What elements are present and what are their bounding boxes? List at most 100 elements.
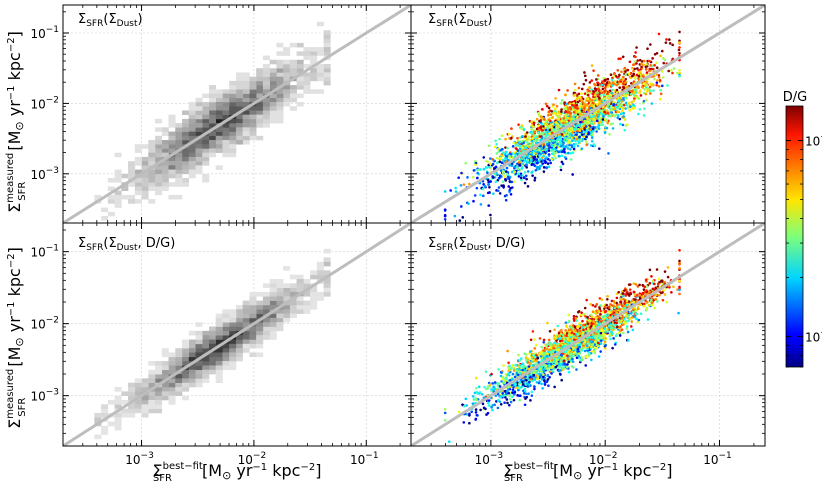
density-bin: [249, 300, 257, 306]
data-point: [619, 122, 622, 126]
data-point: [564, 107, 568, 111]
density-bin: [181, 369, 190, 375]
density-bin: [155, 182, 163, 187]
data-point: [475, 186, 479, 190]
density-bin: [283, 287, 291, 293]
density-bin: [202, 339, 210, 345]
data-point: [495, 152, 499, 155]
data-point: [576, 100, 580, 104]
data-point: [661, 57, 665, 60]
density-bin: [128, 169, 136, 175]
density-bin: [114, 387, 122, 392]
data-point: [540, 382, 543, 386]
density-bin: [161, 127, 169, 132]
data-point: [557, 118, 561, 121]
data-point: [569, 119, 573, 122]
data-point: [459, 184, 463, 187]
data-point: [628, 60, 632, 64]
data-point: [479, 193, 482, 197]
density-bin: [202, 348, 210, 353]
data-point: [624, 77, 628, 81]
data-point: [635, 96, 638, 99]
data-point: [552, 103, 555, 106]
data-point: [661, 76, 665, 79]
data-point: [619, 96, 623, 100]
density-bin: [208, 97, 217, 103]
data-point: [595, 98, 599, 102]
data-point: [507, 185, 511, 188]
density-bin: [188, 352, 196, 358]
data-point: [559, 165, 562, 169]
data-point: [576, 144, 580, 148]
density-bin: [168, 114, 176, 120]
data-point: [630, 100, 634, 104]
density-bin: [229, 127, 237, 132]
density-bin: [101, 425, 109, 431]
density-bin: [276, 93, 284, 99]
data-point: [621, 82, 625, 86]
density-bin: [215, 378, 223, 384]
density-bin: [222, 313, 230, 319]
data-point: [507, 403, 511, 407]
density-bin: [107, 211, 115, 217]
density-bin: [134, 378, 142, 384]
data-point: [486, 191, 490, 195]
data-point: [585, 122, 589, 126]
data-point: [675, 71, 679, 75]
density-bin: [323, 38, 331, 44]
density-bin: [235, 131, 243, 137]
data-point: [485, 159, 488, 163]
density-bin: [323, 47, 331, 52]
data-point: [622, 331, 625, 335]
density-bin: [283, 266, 291, 271]
data-point: [584, 125, 588, 128]
density-bin: [289, 42, 297, 48]
density-bin: [229, 148, 237, 153]
data-point: [509, 400, 513, 404]
data-point: [609, 110, 613, 114]
data-point: [605, 119, 608, 122]
data-point: [443, 407, 447, 411]
data-point: [521, 134, 524, 138]
data-point: [678, 46, 681, 49]
density-bin: [249, 330, 257, 336]
data-point: [597, 355, 601, 358]
density-bin: [208, 326, 217, 332]
data-point: [569, 102, 572, 106]
data-point: [615, 88, 619, 92]
density-bin: [276, 59, 284, 65]
data-point: [605, 303, 608, 307]
data-point: [493, 403, 496, 407]
data-point: [585, 298, 588, 302]
data-point: [635, 46, 638, 49]
data-point: [538, 154, 541, 158]
data-point: [443, 217, 447, 221]
data-point: [595, 130, 598, 133]
data-point: [533, 157, 536, 161]
density-bin: [175, 144, 183, 149]
density-bin: [161, 165, 169, 170]
density-bin: [141, 186, 149, 191]
data-point: [594, 89, 598, 92]
data-point: [543, 118, 546, 121]
density-bin: [249, 118, 257, 124]
density-bin: [235, 317, 243, 323]
density-bin: [283, 63, 291, 69]
data-point: [501, 172, 505, 176]
density-bin: [195, 148, 203, 153]
data-point: [498, 176, 501, 180]
density-bin: [269, 283, 277, 288]
density-bin: [114, 199, 122, 204]
data-point: [610, 91, 613, 95]
density-bin: [155, 186, 163, 191]
density-bin: [195, 169, 203, 175]
data-point: [547, 113, 550, 117]
data-point: [525, 131, 529, 134]
data-point: [629, 325, 633, 328]
density-bin: [215, 313, 223, 319]
density-bin: [262, 55, 270, 61]
density-bin: [175, 361, 183, 366]
density-bin: [316, 274, 324, 280]
density-bin: [222, 148, 230, 153]
density-bin: [323, 287, 331, 293]
